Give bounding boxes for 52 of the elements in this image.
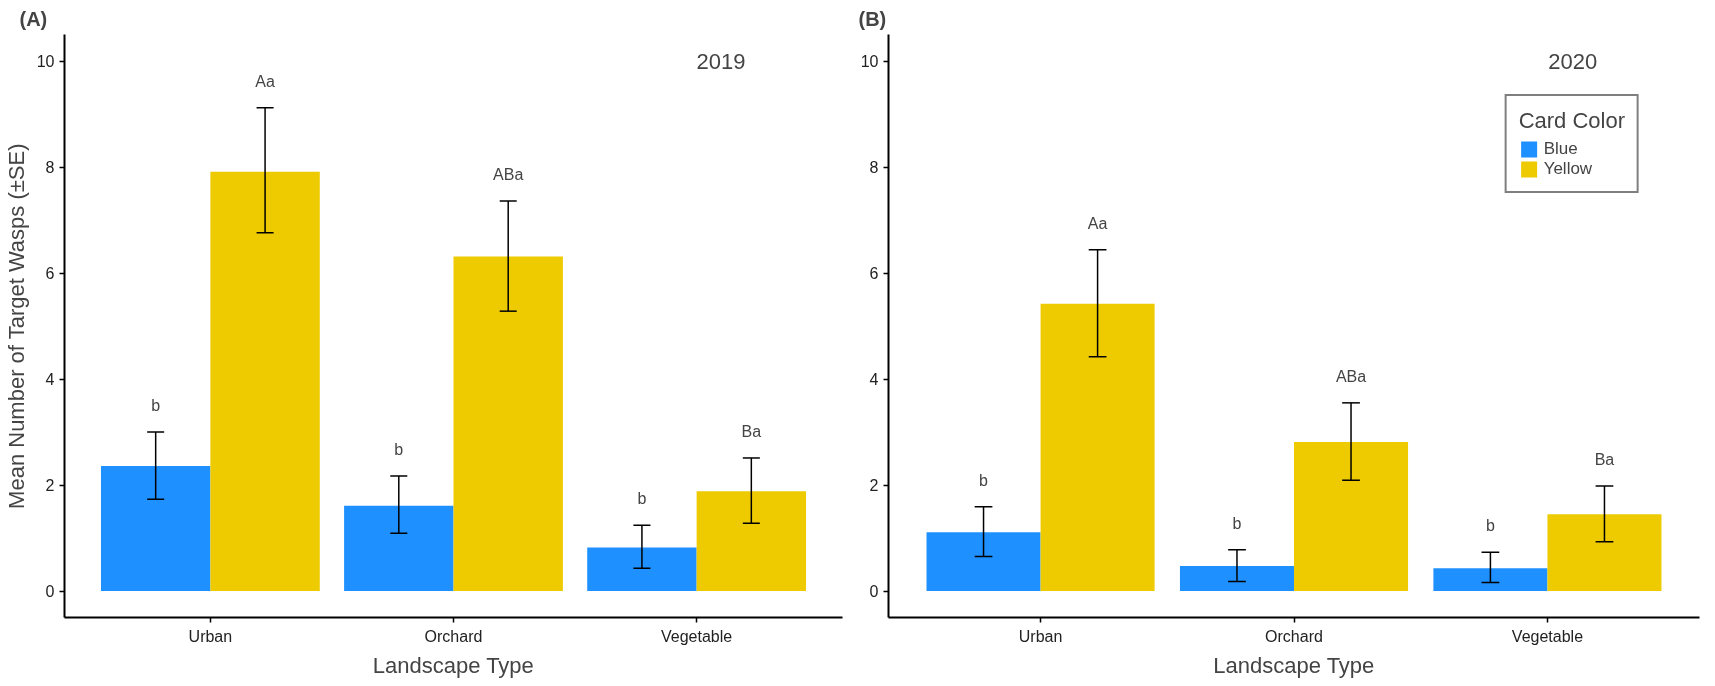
x-axis-title: Landscape Type <box>1213 652 1375 678</box>
annotation: b <box>979 471 989 489</box>
bar <box>100 465 211 591</box>
annotation: b <box>1232 514 1242 532</box>
y-tick-label: 8 <box>869 159 879 176</box>
annotation: Ba <box>741 422 762 440</box>
legend-title: Card Color <box>1518 108 1625 134</box>
bar <box>210 171 320 591</box>
legend-label: Yellow <box>1543 159 1593 179</box>
annotation: b <box>1485 517 1495 535</box>
annotation: b <box>637 490 647 508</box>
annotation: b <box>151 397 161 414</box>
bar <box>1433 568 1548 591</box>
text: 2019 <box>696 48 746 74</box>
y-tick-label: 6 <box>869 265 879 282</box>
y-tick-label: 2 <box>869 477 879 494</box>
x-tick-label: Vegetable <box>1511 627 1584 645</box>
bar <box>1294 442 1409 591</box>
bar <box>453 256 563 591</box>
x-tick-label: Orchard <box>1265 627 1323 645</box>
bar <box>344 505 454 591</box>
chart-title: (A) <box>19 7 48 30</box>
bar <box>1547 514 1662 591</box>
text: 2020 <box>1548 48 1598 74</box>
y-tick-label: 10 <box>36 53 55 70</box>
legend-label: Blue <box>1543 139 1578 159</box>
y-tick-label: 2 <box>45 477 55 494</box>
x-tick-label: Urban <box>1018 627 1063 645</box>
x-axis-title: Landscape Type <box>372 652 534 678</box>
y-tick-label: 4 <box>45 371 55 388</box>
bar <box>1179 566 1294 591</box>
y-axis-title: Mean Number of Target Wasps (±SE) <box>3 143 29 509</box>
y-tick-label: 6 <box>45 265 55 282</box>
x-tick-label: Urban <box>188 627 233 645</box>
x-tick-label: Vegetable <box>661 627 733 645</box>
annotation: Aa <box>255 72 275 90</box>
annotation: Ba <box>1594 451 1615 469</box>
y-tick-label: 0 <box>869 583 879 600</box>
bar <box>696 491 807 591</box>
y-tick-label: 0 <box>45 583 55 600</box>
y-tick-label: 10 <box>860 53 879 70</box>
y-tick-label: 4 <box>869 371 879 388</box>
bar <box>1040 303 1155 591</box>
chart-title: (B) <box>858 7 887 30</box>
annotation: Aa <box>1087 214 1108 232</box>
bar <box>587 547 697 591</box>
annotation: b <box>394 440 404 458</box>
x-tick-label: Orchard <box>424 627 483 645</box>
y-tick-label: 8 <box>45 159 55 176</box>
bar <box>926 532 1041 591</box>
annotation: ABa <box>1335 367 1367 385</box>
annotation: ABa <box>493 165 524 183</box>
